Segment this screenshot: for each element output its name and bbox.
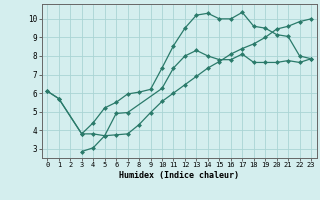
X-axis label: Humidex (Indice chaleur): Humidex (Indice chaleur): [119, 171, 239, 180]
